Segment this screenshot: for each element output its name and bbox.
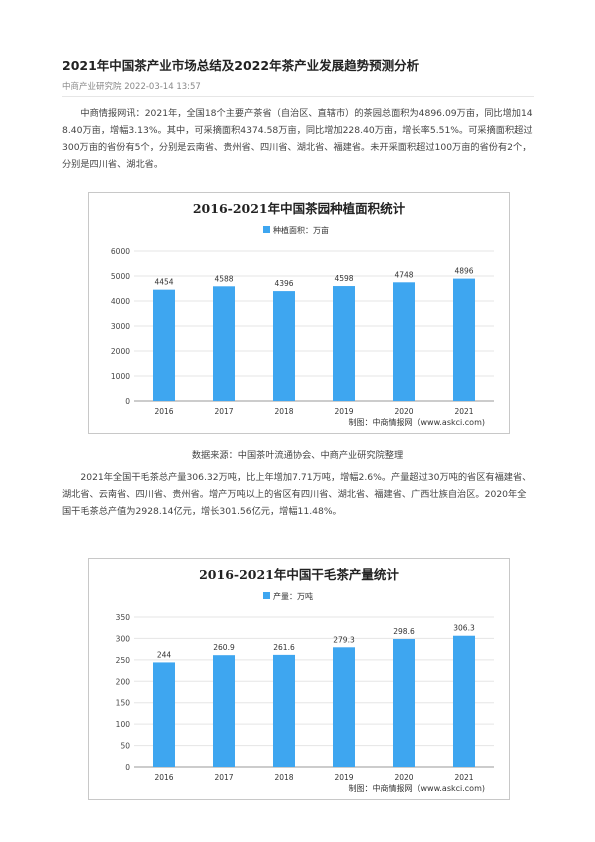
x-tick-label: 2021 <box>454 407 473 416</box>
article-title: 2021年中国茶产业市场总结及2022年茶产业发展趋势预测分析 <box>62 58 420 73</box>
data-label: 4896 <box>454 267 473 276</box>
divider <box>62 96 534 97</box>
chart-dry-tea-output: 2016-2021年中国干毛茶产量统计产量：万吨 0 50 100 150 200 250 3… <box>88 558 510 800</box>
x-tick-label: 2021 <box>454 773 473 782</box>
chart-tea-garden-area: 2016-2021年中国茶园种植面积统计种植面积：万亩 0 1000 2000 3000… <box>88 192 510 434</box>
y-tick-label: 200 <box>116 677 131 686</box>
x-tick-label: 2016 <box>154 407 173 416</box>
article-paragraph-2: 2021年全国干毛茶总产量306.32万吨，比上年增加7.71万吨，增幅2.6%… <box>62 472 532 517</box>
article-author: 中商产业研究院 <box>62 82 122 92</box>
x-tick-label: 2018 <box>274 773 293 782</box>
y-tick-label: 300 <box>116 634 131 643</box>
chart-footer: 制图：中商情报网（www.askci.com) <box>348 783 485 793</box>
y-tick-label: 0 <box>125 397 130 406</box>
legend-label: 种植面积：万亩 <box>273 225 329 235</box>
data-label: 306.3 <box>453 624 475 633</box>
y-tick-label: 6000 <box>111 247 130 256</box>
data-label: 4598 <box>334 274 353 283</box>
data-label: 298.6 <box>393 627 415 636</box>
bar <box>213 286 235 401</box>
y-tick-label: 50 <box>120 742 130 751</box>
x-tick-label: 2019 <box>334 407 353 416</box>
y-tick-label: 0 <box>125 763 130 772</box>
legend-swatch <box>263 592 270 599</box>
data-label: 4396 <box>274 279 293 288</box>
y-tick-label: 3000 <box>111 322 130 331</box>
x-tick-label: 2019 <box>334 773 353 782</box>
x-tick-label: 2020 <box>394 407 413 416</box>
legend-label: 产量：万吨 <box>273 591 313 601</box>
legend-swatch <box>263 226 270 233</box>
bar <box>333 286 355 401</box>
bar <box>153 289 175 401</box>
x-tick-label: 2017 <box>214 407 233 416</box>
y-tick-label: 150 <box>116 699 131 708</box>
bar <box>393 282 415 401</box>
data-label: 4588 <box>214 274 233 283</box>
article-meta: 中商产业研究院 2022-03-14 13:57 <box>62 80 201 92</box>
bar <box>213 655 235 767</box>
y-tick-label: 2000 <box>111 347 130 356</box>
source-caption: 数据来源：中国茶叶流通协会、中商产业研究院整理 <box>191 450 404 461</box>
y-tick-label: 4000 <box>111 297 130 306</box>
bar <box>453 635 475 767</box>
chart-footer: 制图：中商情报网（www.askci.com) <box>348 417 485 427</box>
bar <box>453 278 475 401</box>
data-label: 4454 <box>154 278 173 287</box>
x-tick-label: 2016 <box>154 773 173 782</box>
bar <box>153 662 175 767</box>
chart-title: 2016-2021年中国茶园种植面积统计 <box>193 201 406 216</box>
data-label: 260.9 <box>213 643 235 652</box>
article-date: 2022-03-14 13:57 <box>124 82 201 92</box>
data-label: 4748 <box>394 270 413 279</box>
y-tick-label: 1000 <box>111 372 130 381</box>
y-tick-label: 250 <box>116 656 131 665</box>
bar <box>273 291 295 401</box>
bar <box>273 654 295 767</box>
y-tick-label: 5000 <box>111 272 130 281</box>
bar <box>393 639 415 767</box>
x-tick-label: 2018 <box>274 407 293 416</box>
data-label: 244 <box>157 650 172 659</box>
data-label: 279.3 <box>333 635 355 644</box>
data-label: 261.6 <box>273 643 295 652</box>
bar <box>333 647 355 767</box>
y-tick-label: 350 <box>116 613 131 622</box>
y-tick-label: 100 <box>116 720 131 729</box>
x-tick-label: 2017 <box>214 773 233 782</box>
chart-title: 2016-2021年中国干毛茶产量统计 <box>199 567 399 582</box>
article-paragraph-1: 中商情报网讯：2021年，全国18个主要产茶省（自治区、直辖市）的茶园总面积为4… <box>62 108 533 170</box>
x-tick-label: 2020 <box>394 773 413 782</box>
